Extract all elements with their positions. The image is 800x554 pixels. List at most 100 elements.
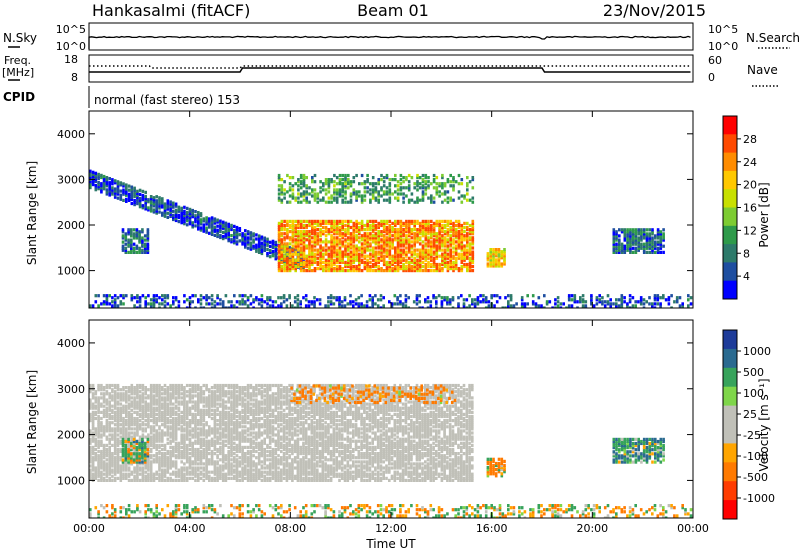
- power-cell: [319, 252, 322, 256]
- velocity-cell: [185, 429, 189, 433]
- power-cell: [183, 222, 186, 226]
- power-cell: [394, 248, 397, 252]
- velocity-cell: [180, 466, 183, 470]
- power-cell: [277, 230, 281, 234]
- velocity-cell: [194, 433, 197, 437]
- velocity-cell: [125, 396, 128, 400]
- power-cell: [108, 189, 111, 193]
- power-cell: [653, 298, 657, 302]
- velocity-cell: [197, 408, 200, 412]
- velocity-cell: [116, 433, 120, 437]
- power-cell: [391, 225, 394, 230]
- velocity-cell: [188, 441, 192, 445]
- power-cell: [188, 211, 192, 216]
- velocity-cell: [119, 410, 123, 414]
- velocity-cell: [102, 431, 106, 435]
- power-cell: [341, 240, 344, 244]
- power-cell: [394, 232, 397, 236]
- power-cell: [629, 240, 632, 244]
- power-cell: [352, 188, 356, 192]
- velocity-cell: [172, 470, 175, 474]
- power-cell: [311, 246, 314, 250]
- power-cell: [352, 300, 355, 304]
- power-cell: [355, 173, 358, 178]
- power-cell: [430, 262, 433, 267]
- velocity-cell: [136, 449, 139, 454]
- velocity-cell: [152, 439, 156, 443]
- velocity-cell: [191, 433, 194, 437]
- power-cell: [374, 258, 378, 262]
- power-cell: [637, 242, 640, 246]
- power-cell: [449, 236, 452, 240]
- power-cell: [405, 223, 408, 228]
- velocity-cell: [194, 431, 197, 435]
- power-cell: [174, 296, 178, 300]
- power-cell: [371, 258, 375, 262]
- velocity-cell: [130, 386, 134, 390]
- power-cell: [341, 254, 344, 258]
- power-cell: [277, 260, 281, 264]
- velocity-cell: [105, 470, 109, 474]
- power-cell: [299, 230, 303, 234]
- velocity-cell: [97, 414, 100, 419]
- power-cell: [277, 244, 281, 248]
- power-cell: [634, 242, 638, 246]
- power-cell: [199, 222, 203, 226]
- power-cell: [457, 256, 461, 260]
- power-cell: [432, 242, 436, 246]
- power-cell: [369, 254, 372, 258]
- velocity-cell: [149, 437, 153, 441]
- power-cell: [410, 228, 414, 232]
- velocity-cell: [172, 416, 175, 421]
- power-cell: [443, 298, 446, 302]
- power-cell: [424, 219, 428, 223]
- power-cell: [454, 248, 458, 252]
- power-cell: [355, 250, 358, 254]
- power-cell: [338, 173, 342, 178]
- power-cell: [161, 199, 164, 203]
- power-cell: [418, 260, 422, 264]
- power-cell: [354, 298, 358, 302]
- power-cell: [592, 304, 596, 308]
- velocity-cell: [138, 414, 142, 419]
- velocity-cell: [216, 456, 219, 460]
- power-cell: [333, 258, 336, 262]
- power-cell: [460, 194, 464, 198]
- velocity-cell: [133, 435, 136, 439]
- power-cell: [338, 256, 342, 260]
- power-cell: [302, 296, 305, 300]
- power-cell: [489, 262, 492, 266]
- power-cell: [347, 178, 350, 182]
- power-cell: [590, 296, 593, 300]
- power-cell: [152, 200, 156, 204]
- velocity-cell: [113, 443, 117, 447]
- power-cell: [416, 264, 419, 269]
- power-cell: [590, 298, 593, 302]
- velocity-cell: [174, 429, 178, 433]
- velocity-cell: [158, 400, 161, 404]
- power-cell: [297, 230, 300, 234]
- power-cell: [460, 260, 464, 264]
- velocity-cell: [161, 406, 164, 410]
- power-cell: [138, 234, 141, 238]
- velocity-cell: [172, 478, 175, 482]
- power-cell: [634, 246, 638, 250]
- velocity-cell: [97, 421, 100, 425]
- power-cell: [121, 228, 125, 232]
- velocity-cell: [188, 423, 192, 427]
- power-cell: [662, 236, 665, 240]
- power-cell: [319, 238, 322, 242]
- velocity-cell: [144, 478, 147, 482]
- power-cell: [659, 236, 663, 240]
- power-cell: [388, 182, 392, 186]
- velocity-cell: [136, 472, 139, 476]
- power-cell: [399, 234, 403, 238]
- power-cell: [322, 248, 325, 252]
- velocity-cell: [197, 462, 200, 466]
- power-cell: [268, 304, 272, 308]
- velocity-cell: [197, 386, 200, 390]
- power-cell: [302, 184, 306, 188]
- power-cell: [130, 294, 134, 298]
- power-cell: [111, 192, 114, 196]
- velocity-cell: [177, 445, 181, 449]
